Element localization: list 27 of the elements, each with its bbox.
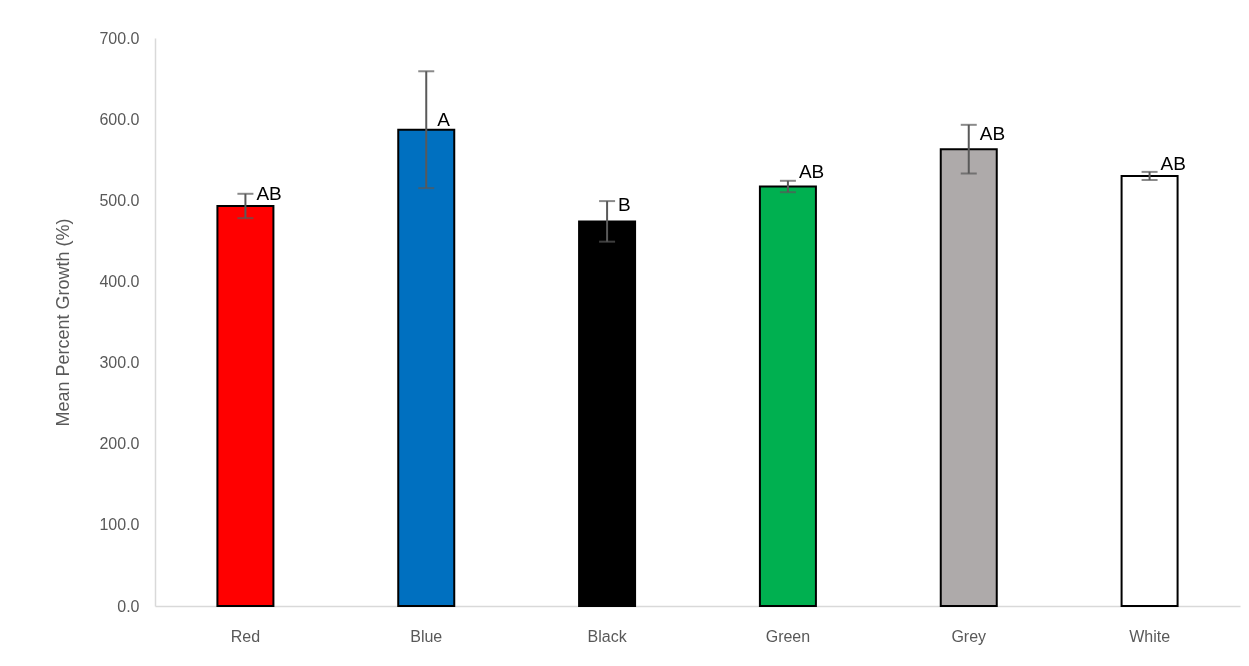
y-tick-label: 100.0	[99, 516, 140, 534]
y-tick-label: 700.0	[99, 29, 140, 47]
bar	[758, 185, 817, 607]
bar	[216, 204, 275, 607]
annotation: A	[437, 108, 451, 130]
x-tick-label: White	[1129, 627, 1171, 645]
bar	[397, 128, 456, 607]
y-tick-label: 600.0	[99, 110, 140, 128]
y-tick-label: 400.0	[99, 272, 140, 290]
bar	[578, 220, 637, 607]
x-tick-label: Red	[230, 627, 261, 645]
y-tick-label: 200.0	[99, 435, 140, 453]
y-tick-label: 0.0	[117, 597, 140, 615]
x-tick-label: Grey	[951, 627, 987, 645]
bar	[1120, 174, 1179, 607]
x-tick-label: Green	[765, 627, 811, 645]
annotation: AB	[798, 160, 825, 182]
annotation: AB	[979, 123, 1006, 145]
annotation: B	[618, 193, 631, 215]
annotation: AB	[1160, 152, 1186, 174]
bar	[939, 148, 998, 607]
annotation: AB	[256, 182, 282, 204]
x-tick-label: Blue	[410, 627, 443, 645]
x-tick-label: Black	[587, 627, 628, 645]
y-tick-label: 300.0	[99, 354, 140, 372]
y-tick-label: 500.0	[99, 191, 140, 209]
y-axis-title: Mean Percent Growth (%)	[53, 218, 74, 427]
